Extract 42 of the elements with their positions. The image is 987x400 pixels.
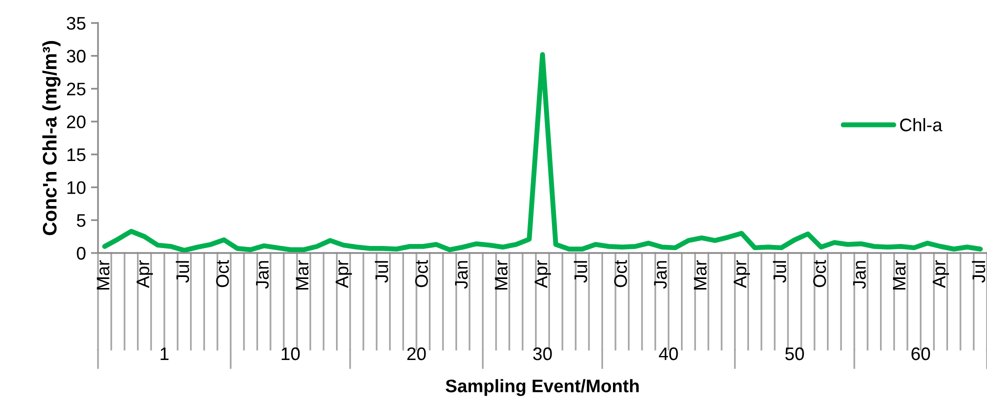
x-tick-label: Jan bbox=[654, 261, 667, 289]
text: 10 bbox=[282, 347, 300, 360]
x-tick-label: Jul bbox=[972, 261, 986, 283]
x-tick-label: Jan bbox=[256, 261, 269, 289]
x-tick-label: Mar bbox=[96, 260, 110, 290]
x-tick-label: Jul bbox=[772, 261, 786, 283]
text: 50 bbox=[785, 347, 804, 360]
y-tick-label: 10 bbox=[67, 181, 86, 194]
x-tick-label: Apr bbox=[336, 260, 352, 288]
x-tick-label: Apr bbox=[136, 260, 153, 288]
legend-label: Chl-a bbox=[900, 118, 942, 132]
x-tick-label: Oct bbox=[813, 260, 826, 288]
y-tick-label: 30 bbox=[66, 50, 86, 63]
x-tick-label: Mar bbox=[694, 260, 707, 290]
line-series bbox=[102, 52, 983, 253]
x-tick-label: Apr bbox=[932, 260, 949, 288]
x-tick-label: Mar bbox=[494, 260, 508, 290]
y-tick-label: 35 bbox=[66, 16, 86, 30]
x-tick-label: Oct bbox=[415, 260, 428, 288]
text: 20 bbox=[407, 347, 426, 360]
text: 30 bbox=[533, 347, 552, 360]
text: 1 bbox=[160, 348, 168, 360]
x-tick-label: Apr bbox=[734, 260, 750, 288]
x-tick-label: Mar bbox=[893, 260, 906, 290]
x-tick-label: Jul bbox=[374, 261, 388, 283]
y-tick-label: 15 bbox=[67, 148, 86, 162]
text: 60 bbox=[912, 347, 930, 360]
x-tick-label: Jul bbox=[574, 261, 588, 283]
x-tick-label: Oct bbox=[614, 260, 627, 288]
x-tick-label: Jul bbox=[176, 261, 190, 283]
x-tick-label: Jan bbox=[455, 261, 468, 289]
x-tick-label: Oct bbox=[216, 260, 229, 288]
x-tick-label: Apr bbox=[534, 260, 551, 288]
text: 40 bbox=[658, 347, 678, 360]
y-axis-title: Conc'n Chl-a (mg/m³) bbox=[42, 41, 61, 236]
y-tick-label: 5 bbox=[76, 214, 86, 227]
x-tick-label: Jan bbox=[853, 261, 866, 289]
x-axis-title: Sampling Event/Month bbox=[446, 379, 639, 396]
x-tick-label: Mar bbox=[296, 260, 309, 290]
y-tick-label: 0 bbox=[76, 246, 86, 260]
y-tick-label: 20 bbox=[67, 116, 86, 128]
y-tick-label: 25 bbox=[67, 82, 86, 96]
